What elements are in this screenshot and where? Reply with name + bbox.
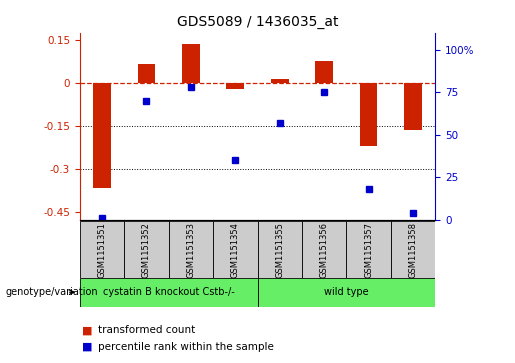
Text: genotype/variation: genotype/variation (5, 287, 98, 297)
Text: GSM1151352: GSM1151352 (142, 222, 151, 277)
Text: GSM1151351: GSM1151351 (97, 222, 107, 277)
FancyBboxPatch shape (213, 221, 258, 278)
FancyBboxPatch shape (80, 221, 124, 278)
Bar (359, 83, 377, 146)
Text: GSM1151358: GSM1151358 (408, 221, 418, 278)
Title: GDS5089 / 1436035_at: GDS5089 / 1436035_at (177, 15, 338, 29)
FancyBboxPatch shape (391, 221, 435, 278)
FancyBboxPatch shape (124, 221, 169, 278)
FancyBboxPatch shape (258, 278, 435, 307)
FancyBboxPatch shape (302, 221, 346, 278)
FancyBboxPatch shape (80, 278, 258, 307)
Bar (227, 83, 244, 89)
FancyBboxPatch shape (258, 221, 302, 278)
Bar (271, 79, 288, 83)
Bar (138, 64, 156, 83)
Text: ■: ■ (82, 325, 93, 335)
FancyBboxPatch shape (169, 221, 213, 278)
Text: transformed count: transformed count (98, 325, 195, 335)
Text: GSM1151354: GSM1151354 (231, 222, 240, 277)
Text: ■: ■ (82, 342, 93, 352)
Bar (182, 44, 200, 83)
FancyBboxPatch shape (346, 221, 391, 278)
Text: percentile rank within the sample: percentile rank within the sample (98, 342, 274, 352)
Text: GSM1151356: GSM1151356 (320, 221, 329, 278)
Bar (315, 61, 333, 83)
Text: cystatin B knockout Cstb-/-: cystatin B knockout Cstb-/- (103, 287, 234, 297)
Text: GSM1151355: GSM1151355 (275, 222, 284, 277)
Bar (93, 83, 111, 188)
Bar (404, 83, 422, 130)
Text: wild type: wild type (324, 287, 369, 297)
Text: GSM1151357: GSM1151357 (364, 221, 373, 278)
Text: GSM1151353: GSM1151353 (186, 221, 195, 278)
